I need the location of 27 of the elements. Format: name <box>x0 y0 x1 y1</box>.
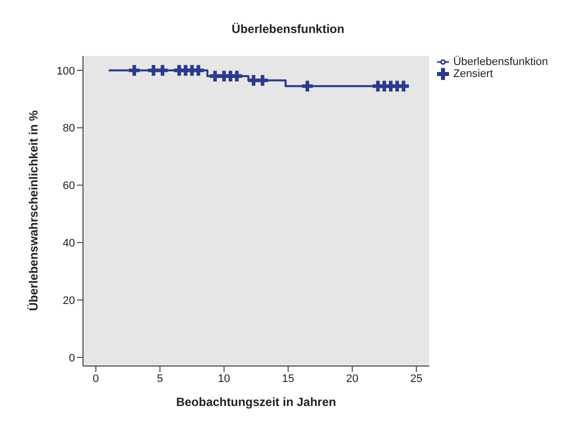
point <box>210 70 220 82</box>
point <box>148 64 159 76</box>
x-tick-label: 20 <box>346 372 358 385</box>
x-tick-label: 0 <box>92 372 99 385</box>
point <box>248 75 259 86</box>
x-tick-label: 25 <box>410 372 423 385</box>
x-tick-label: 5 <box>156 372 163 385</box>
x-tick-label: 15 <box>282 372 294 385</box>
point <box>193 64 204 76</box>
y-tick-label: 60 <box>62 180 75 192</box>
point <box>302 80 313 92</box>
x-axis-title: Beobachtungszeit in Jahren <box>176 395 336 409</box>
y-tick-label: 80 <box>62 122 75 135</box>
point <box>232 70 242 82</box>
y-tick-label: 0 <box>68 352 75 364</box>
legend-label: Überlebensfunktion <box>453 56 548 68</box>
y-tick-label: 40 <box>62 237 75 250</box>
point <box>157 64 168 76</box>
point <box>257 75 268 86</box>
x-tick-label: 10 <box>218 372 230 385</box>
point <box>398 80 409 92</box>
y-tick-label: 20 <box>62 294 75 307</box>
legend-label: Zensiert <box>453 68 493 80</box>
chart-title: Überlebensfunktion <box>230 21 346 38</box>
y-tick-label: 100 <box>56 65 75 78</box>
y-axis-title: Überlebenswahrscheinlichkeit in % <box>26 110 40 311</box>
point <box>128 64 140 76</box>
